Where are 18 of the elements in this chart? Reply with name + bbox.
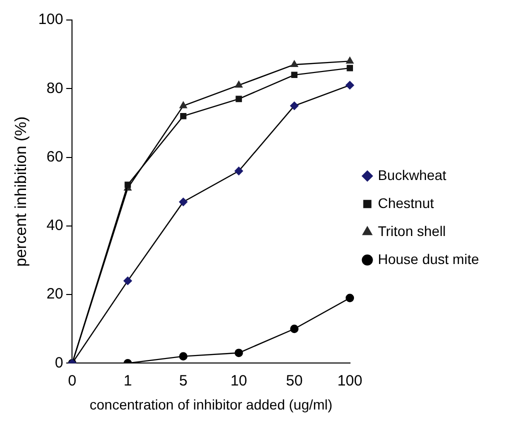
legend-label: Triton shell [378,222,446,239]
y-tick-label: 80 [46,80,64,97]
x-tick-label: 50 [286,372,303,390]
y-tick-label: 40 [46,217,64,234]
legend-label: Chestnut [378,194,434,211]
x-tick-label: 1 [124,372,132,390]
y-tick-label: 20 [46,286,64,303]
x-tick-label: 10 [230,372,248,390]
y-tick-label: 60 [46,148,64,166]
y-tick-label: 0 [54,354,64,372]
x-tick-label: 5 [179,372,188,390]
legend-label: Buckwheat [378,166,446,183]
y-tick-label: 100 [38,11,64,28]
x-axis-title: concentration of inhibitor added (ug/ml) [90,396,332,412]
x-tick-label: 0 [68,372,76,390]
x-tick-label: 100 [337,372,362,390]
legend-label: House dust mite [378,250,480,267]
y-axis-title: percent inhibition (%) [13,116,30,267]
